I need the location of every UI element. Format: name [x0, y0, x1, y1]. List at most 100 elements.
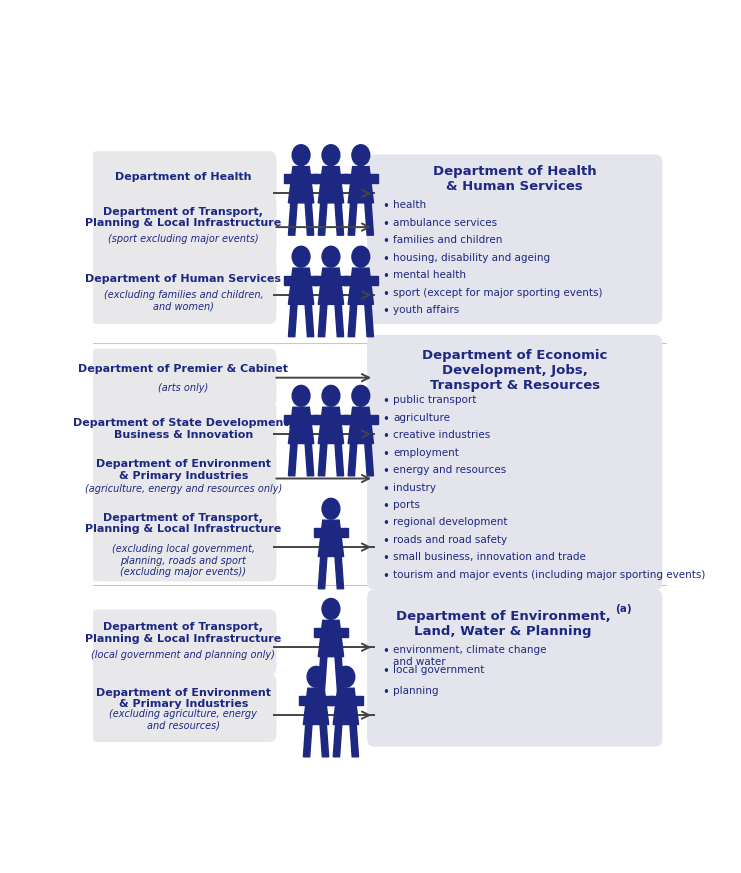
Polygon shape	[318, 520, 344, 556]
Circle shape	[322, 498, 340, 519]
Text: ports: ports	[393, 500, 420, 510]
Polygon shape	[313, 628, 348, 637]
Polygon shape	[348, 203, 357, 235]
Polygon shape	[365, 203, 373, 235]
Text: Department of Environment,
Land, Water & Planning: Department of Environment, Land, Water &…	[396, 609, 611, 637]
Text: Department of Transport,
Planning & Local Infrastructure: Department of Transport, Planning & Loca…	[85, 207, 282, 229]
Circle shape	[292, 385, 310, 406]
FancyBboxPatch shape	[367, 155, 662, 324]
FancyBboxPatch shape	[90, 446, 276, 511]
Polygon shape	[305, 443, 313, 476]
Text: housing, disability and ageing: housing, disability and ageing	[393, 252, 550, 263]
Polygon shape	[335, 656, 344, 689]
Polygon shape	[303, 725, 312, 757]
Polygon shape	[320, 725, 329, 757]
Polygon shape	[344, 174, 378, 183]
Text: •: •	[382, 413, 390, 426]
FancyBboxPatch shape	[90, 609, 276, 676]
Text: mental health: mental health	[393, 270, 466, 280]
Text: (excluding local government,
planning, roads and sport
(excluding major events)): (excluding local government, planning, r…	[112, 544, 255, 577]
FancyBboxPatch shape	[367, 589, 662, 746]
Text: tourism and major events (including major sporting events): tourism and major events (including majo…	[393, 570, 705, 580]
Text: •: •	[382, 553, 390, 566]
Polygon shape	[344, 415, 378, 424]
Circle shape	[292, 145, 310, 166]
Text: •: •	[382, 448, 390, 461]
Polygon shape	[329, 696, 363, 705]
Circle shape	[352, 246, 370, 267]
Circle shape	[292, 246, 310, 267]
Polygon shape	[318, 621, 344, 656]
Polygon shape	[288, 203, 297, 235]
Polygon shape	[318, 268, 344, 305]
Circle shape	[322, 145, 340, 166]
Text: •: •	[382, 685, 390, 698]
Text: •: •	[382, 483, 390, 496]
Polygon shape	[319, 443, 327, 476]
Text: •: •	[382, 645, 390, 658]
FancyBboxPatch shape	[90, 499, 276, 581]
Text: •: •	[382, 235, 390, 248]
Circle shape	[352, 385, 370, 406]
Polygon shape	[335, 443, 344, 476]
Polygon shape	[333, 688, 359, 725]
Circle shape	[307, 666, 325, 687]
Text: Department of Transport,
Planning & Local Infrastructure: Department of Transport, Planning & Loca…	[85, 622, 282, 644]
Text: families and children: families and children	[393, 235, 502, 245]
Text: ambulance services: ambulance services	[393, 217, 497, 228]
Polygon shape	[319, 656, 327, 689]
Text: (excluding agriculture, energy
and resources): (excluding agriculture, energy and resou…	[110, 709, 257, 731]
Polygon shape	[335, 556, 344, 588]
Polygon shape	[348, 443, 357, 476]
Text: Department of Environment
& Primary Industries: Department of Environment & Primary Indu…	[96, 459, 271, 480]
Circle shape	[322, 385, 340, 406]
Polygon shape	[348, 268, 373, 305]
FancyBboxPatch shape	[90, 252, 276, 324]
Text: (a): (a)	[615, 604, 632, 614]
Text: •: •	[382, 465, 390, 478]
Polygon shape	[365, 305, 373, 337]
Polygon shape	[319, 556, 327, 588]
Polygon shape	[288, 167, 313, 203]
Text: Department of Human Services: Department of Human Services	[85, 274, 282, 284]
Polygon shape	[318, 167, 344, 203]
Text: health: health	[393, 200, 426, 210]
Polygon shape	[313, 174, 348, 183]
Text: (agriculture, energy and resources only): (agriculture, energy and resources only)	[84, 485, 282, 494]
Text: •: •	[382, 217, 390, 230]
Circle shape	[352, 145, 370, 166]
Text: •: •	[382, 430, 390, 443]
Text: youth affairs: youth affairs	[393, 305, 459, 315]
Text: roads and road safety: roads and road safety	[393, 535, 507, 545]
Text: Department of Health: Department of Health	[115, 172, 252, 182]
Polygon shape	[305, 305, 313, 337]
Text: Department of Transport,
Planning & Local Infrastructure: Department of Transport, Planning & Loca…	[85, 512, 282, 534]
Circle shape	[322, 246, 340, 267]
Text: •: •	[382, 665, 390, 678]
Text: •: •	[382, 252, 390, 265]
Text: sport (except for major sporting events): sport (except for major sporting events)	[393, 287, 602, 298]
Polygon shape	[319, 203, 327, 235]
Text: Department of Environment
& Primary Industries: Department of Environment & Primary Indu…	[96, 688, 271, 709]
Text: Department of Economic
Development, Jobs,
Transport & Resources: Department of Economic Development, Jobs…	[422, 349, 608, 392]
FancyBboxPatch shape	[367, 335, 662, 590]
Polygon shape	[335, 203, 344, 235]
Text: agriculture: agriculture	[393, 413, 450, 423]
Polygon shape	[318, 407, 344, 443]
Polygon shape	[305, 203, 313, 235]
Text: Department of Health
& Human Services: Department of Health & Human Services	[433, 165, 597, 193]
Text: (sport excluding major events): (sport excluding major events)	[108, 234, 259, 244]
Polygon shape	[288, 407, 313, 443]
Text: (local government and planning only): (local government and planning only)	[91, 650, 276, 660]
Polygon shape	[348, 407, 373, 443]
Text: regional development: regional development	[393, 518, 508, 527]
Text: (arts only): (arts only)	[159, 383, 208, 394]
Text: (excluding families and children,
and women): (excluding families and children, and wo…	[104, 290, 263, 311]
Text: •: •	[382, 500, 390, 513]
Polygon shape	[284, 415, 319, 424]
Text: •: •	[382, 570, 390, 583]
Text: public transport: public transport	[393, 395, 476, 405]
Text: small business, innovation and trade: small business, innovation and trade	[393, 553, 586, 562]
Polygon shape	[350, 725, 359, 757]
Text: •: •	[382, 395, 390, 409]
